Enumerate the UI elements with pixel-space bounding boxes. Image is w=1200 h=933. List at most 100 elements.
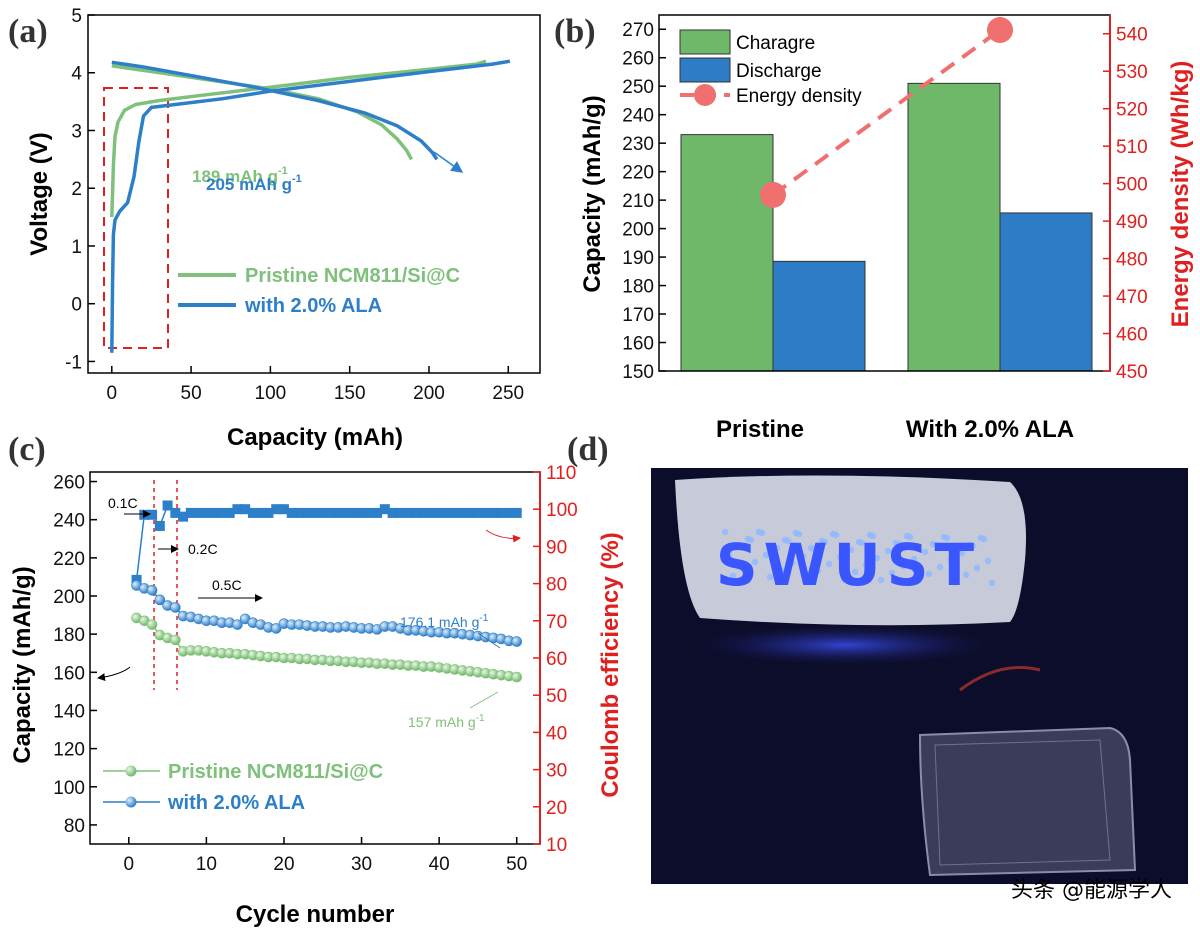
- panel-c-ce-point: [496, 507, 507, 518]
- panel-a-ytick-label: 2: [71, 179, 82, 200]
- photo-led: [851, 568, 859, 576]
- panel-a-ytick-label: -1: [65, 352, 82, 373]
- panel-a-xlabel: Capacity (mAh): [227, 424, 403, 451]
- panel-a-ann-green: 189 mAh g-1: [192, 165, 288, 186]
- panel-c-ce-point: [387, 507, 398, 518]
- photo-led: [914, 577, 922, 585]
- panel-b-legend-charge: Charagre: [736, 33, 815, 54]
- panel-c-y2-ticks: 10 20 30 40 50 60 70 80 90 100 110: [533, 463, 578, 856]
- panel-a-ytick-label: 4: [71, 64, 82, 85]
- panel-c-capacity-point-ala: [170, 602, 181, 613]
- panel-b-y2tick-label: 540: [1116, 25, 1148, 46]
- panel-b-y2label: Energy density (Wh/kg): [1167, 61, 1194, 328]
- photo-led: [958, 549, 966, 557]
- panel-d-label: (d): [567, 431, 609, 468]
- panel-c-ce-point: [449, 507, 460, 518]
- panel-c-ytick-label: 80: [64, 816, 85, 837]
- photo-led: [973, 564, 981, 572]
- panel-b-bar-charge: [680, 134, 774, 372]
- panel-c-ce-point: [240, 504, 251, 515]
- panel-b-ytick-label: 230: [622, 134, 654, 155]
- panel-a-legend-blue: with 2.0% ALA: [244, 295, 382, 317]
- photo-led: [862, 561, 870, 569]
- panel-c-label: (c): [8, 431, 46, 468]
- panel-a-xtick-label: 50: [181, 383, 202, 404]
- panel-c-ce-point: [162, 500, 173, 511]
- panel-c-ann-green: 157 mAh g-1: [408, 713, 485, 730]
- panel-a-ytick-label: 5: [71, 6, 82, 27]
- panel-b-legend-charge-swatch: [679, 29, 731, 55]
- panel-c-ce-point: [372, 507, 383, 518]
- panel-c-ytick-label: 140: [53, 701, 85, 722]
- panel-c-xtick-label: 30: [351, 854, 372, 875]
- photo-led: [799, 552, 807, 560]
- panel-c-ce-point: [472, 507, 483, 518]
- panel-c-ce-point: [364, 507, 375, 518]
- watermark: 头条 @能源学人: [1011, 878, 1172, 903]
- panel-c-ce-point: [154, 520, 165, 531]
- panel-c-y2label: Coulomb efficiency (%): [597, 532, 624, 797]
- panel-c-xlabel: Cycle number: [236, 901, 395, 928]
- panel-c-ytick-label: 260: [53, 473, 85, 494]
- panel-c-ce-point: [286, 507, 297, 518]
- panel-c-y2tick-label: 110: [546, 463, 576, 484]
- photo-pouch-cell: [918, 726, 1137, 877]
- panel-b-ytick-label: 210: [622, 191, 654, 212]
- panel-b-y2tick-label: 510: [1116, 137, 1148, 158]
- panel-b-y2tick-label: 530: [1116, 62, 1148, 83]
- panel-a-legend-green: Pristine NCM811/Si@C: [245, 265, 460, 287]
- panel-b-ytick-label: 250: [622, 77, 654, 98]
- photo-led: [751, 558, 759, 566]
- panel-c-ce-point: [403, 507, 414, 518]
- photo-led: [781, 536, 789, 544]
- panel-c-ce-point: [170, 507, 181, 518]
- panel-c-ce-point: [317, 507, 328, 518]
- photo-led: [873, 554, 881, 562]
- panel-c-left-axis-arrow: [97, 666, 131, 682]
- panel-c-ce-point: [255, 507, 266, 518]
- panel-c-ce-point: [434, 507, 445, 518]
- panel-b-ytick-label: 180: [622, 277, 654, 298]
- panel-b-energy-line: [760, 16, 1013, 208]
- panel-c-ce-point: [232, 504, 243, 515]
- panel-c-ann-blue: 176.1 mAh g-1: [400, 613, 489, 630]
- panel-c-capacity-point-ala: [232, 619, 243, 630]
- photo-led: [866, 531, 874, 539]
- photo-led: [899, 562, 907, 570]
- photo-led: [951, 578, 959, 586]
- panel-a-ann-blue-text: 205 mAh g-1: [206, 173, 302, 194]
- panel-a-charge-curve-ala: [110, 59, 511, 353]
- photo-led: [936, 563, 944, 571]
- panel-c-y2tick-label: 80: [546, 575, 567, 596]
- panel-c-ann-blue-arrow: [477, 632, 501, 649]
- panel-a-label: (a): [8, 13, 48, 50]
- panel-c-ylabel: Capacity (mAh/g): [9, 566, 36, 763]
- panel-c-legend-blue-marker: [125, 796, 137, 808]
- panel-c-ytick-label: 180: [53, 625, 85, 646]
- photo-led: [910, 555, 918, 563]
- panel-c-ce-point: [147, 509, 158, 520]
- panel-c-ce-point: [348, 507, 359, 518]
- photo-wire: [959, 666, 1041, 692]
- photo-led: [966, 541, 974, 549]
- photo-led: [762, 551, 770, 559]
- panel-c-xtick-label: 0: [124, 854, 135, 875]
- panel-c-rate-01: 0.1C: [108, 495, 138, 511]
- panel-b-ytick-label: 160: [622, 334, 654, 355]
- panel-c-capacity-point-pristine: [146, 619, 158, 630]
- panel-b-ytick-label: 240: [622, 106, 654, 127]
- panel-c-ce-point: [488, 507, 499, 518]
- panel-c-ce-point: [480, 507, 491, 518]
- panel-c-ce-point: [426, 507, 437, 518]
- panel-c-rate-02: 0.2C: [188, 541, 218, 557]
- panel-a-highlight-box: [103, 87, 169, 349]
- panel-c-ytick-label: 100: [53, 778, 85, 799]
- panel-c-ce-point: [465, 507, 476, 518]
- panel-a-y-ticks: -1 0 1 2 3 4 5: [65, 6, 95, 373]
- panel-c-y2tick-label: 60: [546, 649, 567, 670]
- panel-b-ylabel: Capacity (mAh/g): [579, 95, 606, 292]
- photo-led: [929, 540, 937, 548]
- panel-b-y2tick-label: 500: [1116, 175, 1148, 196]
- panel-c-ce-point: [247, 507, 258, 518]
